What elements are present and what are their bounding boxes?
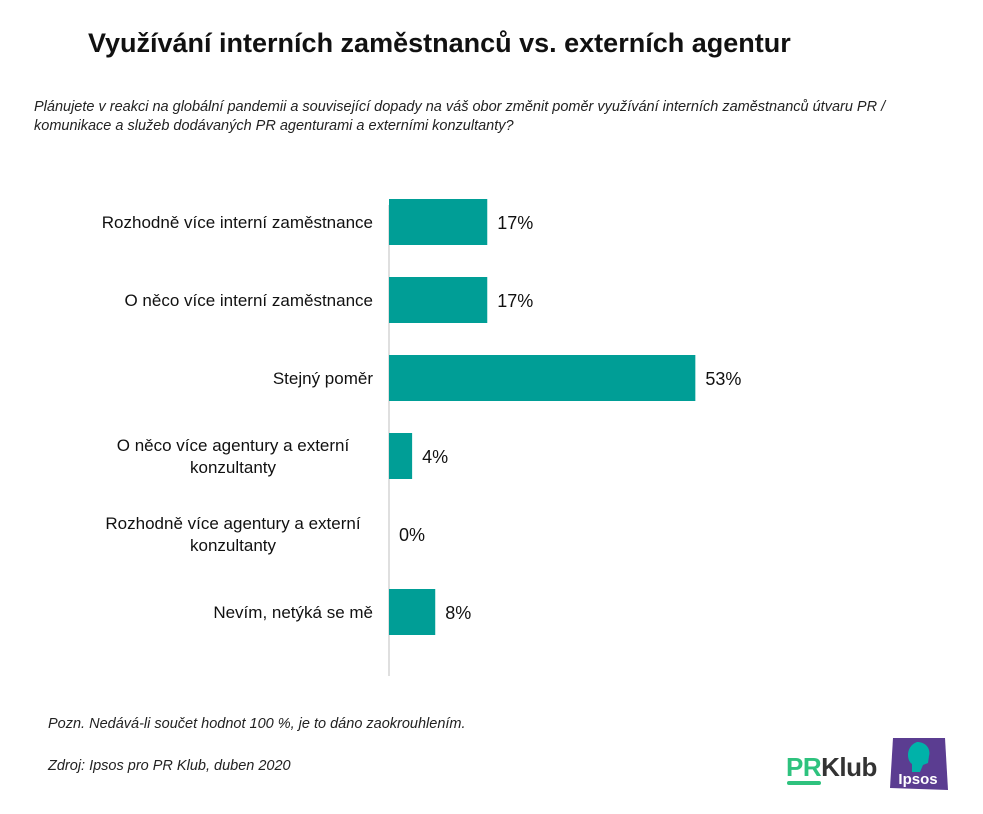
bar-value-label: 4% <box>422 447 448 467</box>
category-label: Rozhodně více interní zaměstnance <box>102 213 373 232</box>
category-label-line: Rozhodně více agentury a externí <box>105 514 360 533</box>
bar-chart: 17% Rozhodně více interní zaměstnance 17% O… <box>102 199 741 676</box>
category-label: O něco více interní zaměstnance <box>124 291 373 310</box>
survey-question: Plánujete v reakci na globální pandemii … <box>34 99 886 134</box>
category-label-line: konzultanty <box>190 536 276 555</box>
category-label-line: O něco více agentury a externí <box>117 436 350 455</box>
category-label-line: konzultanty <box>190 458 276 477</box>
ipsos-logo: Ipsos <box>890 738 948 790</box>
bar-value-label: 53% <box>705 369 741 389</box>
source-note: Zdroj: Ipsos pro PR Klub, duben 2020 <box>48 758 291 774</box>
bar <box>389 433 413 479</box>
bar-value-label: 0% <box>399 525 425 545</box>
prklub-logo: PRKlub <box>786 754 877 788</box>
prklub-logo-pr: PR <box>786 752 822 782</box>
bar <box>389 589 436 635</box>
category-label: Nevím, netýká se mě <box>213 603 373 622</box>
bar-value-label: 8% <box>445 603 471 623</box>
bar-value-label: 17% <box>497 213 533 233</box>
category-label: O něco více agentury a externí konzultant… <box>117 436 350 477</box>
chart-title: Využívání interních zaměstnanců vs. exte… <box>88 28 791 58</box>
ipsos-logo-head <box>907 742 930 772</box>
category-label-line: O něco více interní zaměstnance <box>124 291 373 310</box>
prklub-logo-underline <box>787 781 821 785</box>
footnote: Pozn. Nedává-li součet hodnot 100 %, je … <box>48 716 466 732</box>
ipsos-logo-text: Ipsos <box>898 771 937 788</box>
category-label-line: Stejný poměr <box>273 369 373 388</box>
category-label-line: Rozhodně více interní zaměstnance <box>102 213 373 232</box>
bar-value-label: 17% <box>497 291 533 311</box>
category-label: Rozhodně více agentury a externí konzulta… <box>105 514 360 555</box>
bar <box>389 277 488 323</box>
prklub-logo-klub: Klub <box>821 752 877 782</box>
bar <box>389 355 696 401</box>
bar <box>389 199 488 245</box>
category-label: Stejný poměr <box>273 369 373 388</box>
category-label-line: Nevím, netýká se mě <box>213 603 373 622</box>
